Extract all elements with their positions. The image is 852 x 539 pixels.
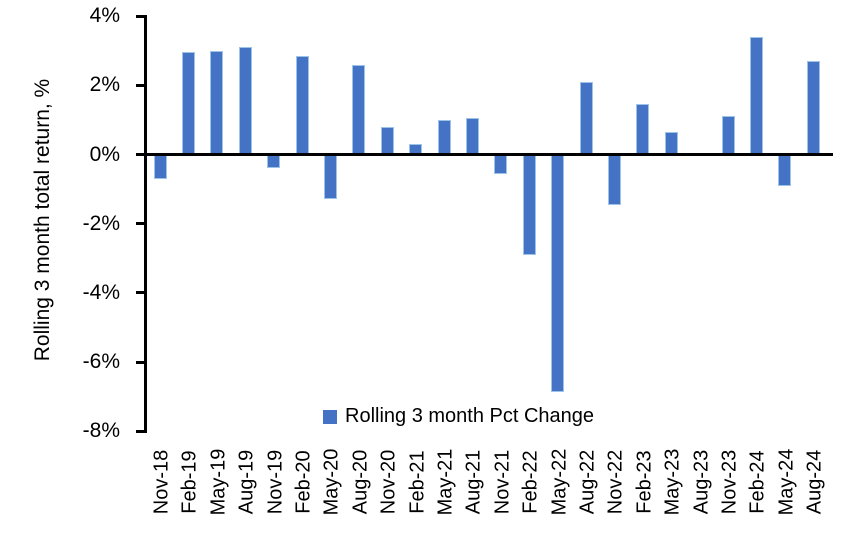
legend: Rolling 3 month Pct Change	[323, 405, 594, 428]
y-tick-label: 0%	[89, 142, 120, 166]
bar-Aug-24	[806, 61, 820, 155]
y-tick-label: -2%	[82, 211, 120, 235]
x-tick-label: May-24	[775, 448, 798, 516]
y-tick-label: -8%	[82, 419, 120, 443]
y-tick-label: 2%	[89, 73, 120, 97]
bar-Feb-23	[636, 104, 650, 155]
y-tick-label: -6%	[82, 350, 120, 374]
x-axis-zero-line	[144, 153, 833, 156]
bar-May-21	[437, 119, 451, 155]
bar-Nov-21	[494, 154, 508, 174]
x-tick-label: Aug-20	[349, 449, 372, 515]
x-tick-label: Nov-21	[491, 449, 514, 515]
x-tick-label: May-23	[661, 448, 684, 516]
y-tick-mark	[136, 14, 145, 18]
x-tick-label: Nov-20	[377, 449, 400, 515]
x-tick-label: Aug-21	[462, 449, 485, 515]
x-tick-label: Feb-21	[406, 450, 429, 514]
bar-May-19	[210, 50, 224, 155]
x-tick-label: May-22	[548, 448, 571, 516]
x-tick-label: Feb-24	[746, 450, 769, 514]
bar-May-20	[323, 154, 337, 200]
x-tick-label: Aug-23	[690, 449, 713, 515]
bar-May-23	[664, 132, 678, 155]
legend-marker-swatch	[323, 409, 337, 424]
y-tick-label: 4%	[89, 4, 120, 28]
y-tick-mark	[136, 222, 145, 226]
y-tick-label: -4%	[82, 280, 120, 304]
x-tick-label: Aug-19	[235, 449, 258, 515]
bar-May-22	[551, 154, 565, 392]
bar-Nov-23	[721, 116, 735, 155]
x-tick-label: Aug-22	[576, 449, 599, 515]
y-tick-mark	[136, 360, 145, 364]
bar-Nov-20	[380, 126, 394, 155]
y-tick-mark	[136, 429, 145, 433]
y-axis-line	[144, 15, 147, 433]
x-tick-label: May-20	[320, 448, 343, 516]
bar-May-24	[778, 154, 792, 186]
y-tick-mark	[136, 83, 145, 87]
x-tick-label: May-19	[207, 448, 230, 516]
x-tick-label: Feb-22	[519, 450, 542, 514]
x-tick-label: Nov-22	[604, 449, 627, 515]
y-tick-mark	[136, 153, 145, 156]
x-tick-label: Nov-23	[718, 449, 741, 515]
x-tick-label: Feb-23	[633, 450, 656, 514]
legend-label: Rolling 3 month Pct Change	[345, 405, 595, 427]
bar-Feb-24	[749, 36, 763, 155]
bar-Aug-22	[579, 81, 593, 155]
bar-Nov-19	[267, 154, 281, 169]
bar-Aug-21	[465, 118, 479, 155]
bar-Aug-19	[238, 47, 252, 155]
x-tick-label: Nov-19	[264, 449, 287, 515]
x-tick-label: Feb-19	[178, 450, 201, 514]
bar-Feb-22	[522, 154, 536, 255]
bar-Feb-20	[295, 55, 309, 155]
bar-Nov-22	[607, 154, 621, 205]
bar-Nov-18	[153, 154, 167, 179]
x-tick-label: May-21	[434, 448, 457, 516]
x-tick-label: Feb-20	[292, 450, 315, 514]
bar-Feb-19	[181, 52, 195, 155]
bar-Aug-20	[352, 64, 366, 155]
x-tick-label: Aug-24	[803, 449, 826, 515]
y-tick-mark	[136, 291, 145, 295]
x-tick-label: Nov-18	[150, 449, 173, 515]
